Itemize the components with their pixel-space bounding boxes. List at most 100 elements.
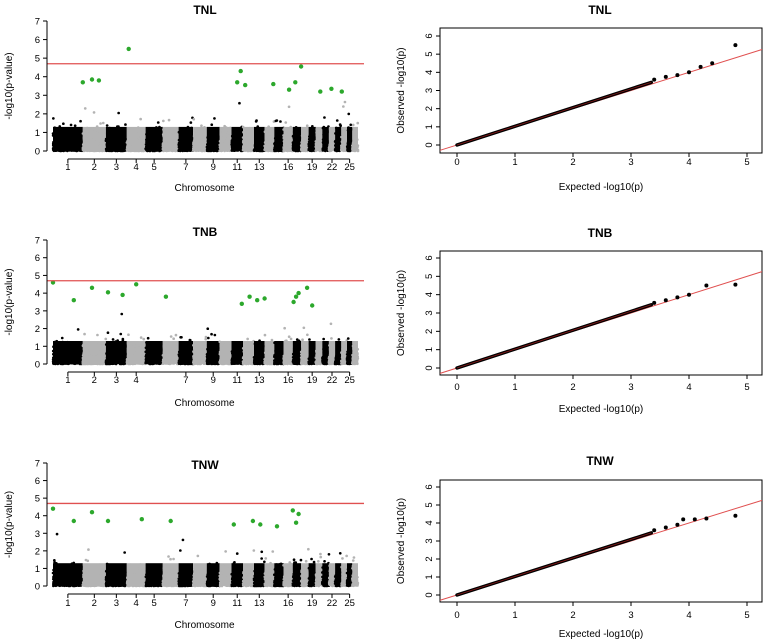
y-axis-label: Observed -log10(p) bbox=[396, 47, 407, 133]
y-tick-label: 7 bbox=[35, 17, 40, 28]
significant-point bbox=[255, 298, 260, 303]
chromosome-band bbox=[231, 341, 243, 364]
significant-point bbox=[105, 518, 111, 524]
chromosome-points bbox=[351, 121, 360, 153]
x-tick-label: 5 bbox=[152, 162, 157, 173]
tail-point bbox=[733, 43, 738, 48]
y-tick-label: 3 bbox=[35, 91, 40, 102]
y-tick-label: 0 bbox=[35, 582, 40, 593]
chart-title: TNL bbox=[588, 3, 611, 17]
x-tick-label: 4 bbox=[686, 382, 691, 393]
x-tick-label: 13 bbox=[254, 375, 265, 386]
y-tick-label: 7 bbox=[35, 459, 40, 470]
chromosome-points bbox=[51, 328, 84, 366]
chromosome-points bbox=[273, 562, 285, 588]
significant-point bbox=[318, 89, 323, 94]
x-tick-label: 2 bbox=[92, 375, 97, 386]
significant-point bbox=[134, 282, 139, 287]
y-tick-label: 0 bbox=[35, 147, 40, 158]
x-tick-label: 1 bbox=[65, 162, 70, 173]
x-tick-label: 4 bbox=[134, 162, 139, 173]
significant-point bbox=[239, 301, 244, 306]
x-tick-label: 5 bbox=[744, 382, 749, 393]
chromosome-band bbox=[308, 563, 316, 586]
y-tick-label: 1 bbox=[35, 128, 40, 139]
chromosome-band bbox=[283, 126, 293, 151]
qq-chart-tnl: 0 1 2 3 4 5 0 1 2 3 4 5 6 TNL Expected -log10(p) Observ… bbox=[396, 3, 763, 193]
x-tick-label: 7 bbox=[183, 375, 188, 386]
manhattan-chart-tnb: 0 1 2 3 4 5 6 7 1 2 3 4 7 9 11 13 16 19 22 25 TNB Chromosome -… bbox=[4, 225, 364, 409]
y-tick-label: 2 bbox=[424, 329, 435, 334]
significant-point bbox=[310, 303, 315, 308]
significant-point bbox=[238, 68, 243, 74]
tail-point bbox=[652, 77, 657, 82]
y-tick-label: 0 bbox=[424, 365, 435, 370]
x-tick-label: 4 bbox=[686, 610, 691, 621]
x-axis-label: Chromosome bbox=[174, 398, 234, 409]
tail-point bbox=[663, 298, 668, 303]
y-tick-label: 2 bbox=[35, 546, 40, 557]
chromosome-points bbox=[81, 332, 108, 366]
y-tick-label: 3 bbox=[424, 310, 435, 315]
chromosome-band bbox=[315, 563, 323, 586]
significant-point bbox=[247, 294, 252, 299]
tail-point bbox=[675, 295, 680, 300]
significant-point bbox=[304, 285, 310, 290]
x-tick-label: 2 bbox=[570, 382, 575, 393]
y-tick-label: 1 bbox=[424, 347, 435, 352]
significant-point bbox=[50, 280, 56, 285]
y-tick-label: 5 bbox=[424, 52, 435, 57]
tail-point bbox=[652, 300, 657, 305]
significant-point bbox=[293, 294, 299, 299]
chromosome-points bbox=[81, 548, 108, 588]
significant-point bbox=[339, 89, 344, 94]
chromosome-points bbox=[333, 119, 343, 153]
tail-point bbox=[675, 73, 680, 78]
tail-point bbox=[687, 70, 691, 75]
significant-point bbox=[293, 520, 299, 525]
y-axis-label: -log10(p-value) bbox=[4, 491, 15, 558]
chromosome-points bbox=[51, 532, 85, 588]
chromosome-band bbox=[301, 126, 309, 151]
x-tick-label: 25 bbox=[344, 598, 355, 609]
significant-point bbox=[329, 86, 334, 92]
significant-point bbox=[50, 506, 56, 511]
x-tick-label: 22 bbox=[327, 162, 338, 173]
y-tick-label: 3 bbox=[35, 306, 40, 317]
significant-point bbox=[71, 298, 77, 303]
significant-point bbox=[271, 81, 276, 87]
x-tick-label: 13 bbox=[254, 162, 265, 173]
x-axis-label: Expected -log10(p) bbox=[559, 629, 644, 640]
y-axis-label: -log10(p-value) bbox=[4, 268, 15, 335]
x-tick-label: 5 bbox=[744, 610, 749, 621]
tail-point bbox=[704, 516, 709, 521]
x-axis-label: Expected -log10(p) bbox=[559, 404, 644, 415]
chromosome-points bbox=[144, 563, 165, 588]
significant-point bbox=[296, 511, 301, 517]
chromosome-band bbox=[292, 126, 302, 151]
significant-point bbox=[298, 64, 304, 69]
tail-point bbox=[733, 513, 738, 518]
x-tick-label: 3 bbox=[114, 375, 119, 386]
x-tick-label: 2 bbox=[92, 162, 97, 173]
significant-point bbox=[89, 77, 95, 82]
chromosome-points bbox=[299, 547, 310, 588]
chromosome-band bbox=[328, 563, 336, 586]
chromosome-band bbox=[301, 341, 309, 364]
x-tick-label: 0 bbox=[454, 382, 459, 393]
x-tick-label: 5 bbox=[744, 157, 749, 168]
qq-chart-tnb: 0 1 2 3 4 5 0 1 2 3 4 5 6 TNB Expected -log10(p) Observ… bbox=[396, 226, 763, 415]
chromosome-points bbox=[218, 340, 233, 366]
chromosome-points bbox=[299, 124, 310, 153]
reference-overlay bbox=[456, 304, 652, 369]
significant-point bbox=[243, 82, 248, 88]
chromosome-points bbox=[177, 116, 195, 153]
chromosome-points bbox=[351, 556, 360, 588]
chart-title: TNB bbox=[588, 226, 613, 240]
chromosome-points bbox=[104, 111, 129, 153]
chromosome-points bbox=[230, 552, 245, 588]
significant-point bbox=[168, 518, 173, 524]
y-axis-label: -log10(p-value) bbox=[4, 52, 15, 119]
tail-point bbox=[652, 528, 657, 533]
